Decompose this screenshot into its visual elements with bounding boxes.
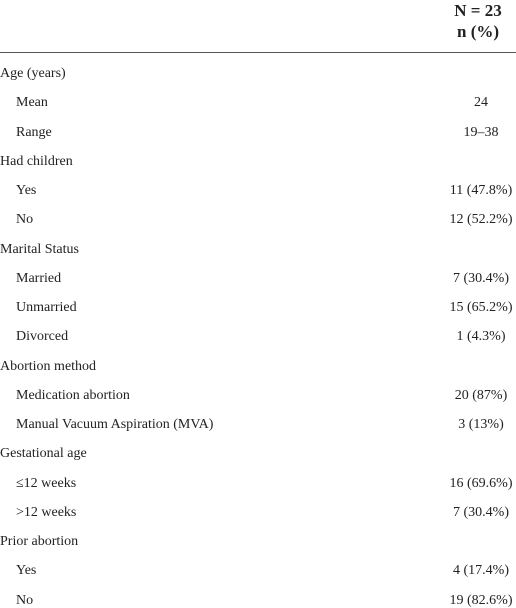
row-label: Yes xyxy=(16,563,37,579)
row-value: 12 (52.2%) xyxy=(449,212,513,228)
row-label: Divorced xyxy=(16,329,69,345)
row-label: Manual Vacuum Aspiration (MVA) xyxy=(16,417,214,432)
row-label: Married xyxy=(16,270,62,286)
row-value: 11 (47.8%) xyxy=(449,183,513,198)
group-label: Abortion method xyxy=(0,358,97,374)
row-value: 24 xyxy=(474,95,488,111)
row-label: Unmarried xyxy=(16,300,77,315)
row-label: No xyxy=(16,212,34,228)
group-label: Had children xyxy=(0,153,73,169)
row-value: 7 (30.4%) xyxy=(453,270,509,286)
row-label: Yes xyxy=(16,183,37,198)
row-label: Medication abortion xyxy=(16,387,130,403)
row-value: 1 (4.3%) xyxy=(456,329,506,345)
row-value: 15 (65.2%) xyxy=(449,300,513,315)
row-value: 4 (17.4%) xyxy=(453,563,509,579)
row-label: ≤12 weeks xyxy=(16,475,77,491)
group-label: Age (years) xyxy=(0,66,66,81)
header-rule xyxy=(0,52,516,53)
row-value: 16 (69.6%) xyxy=(449,475,513,491)
row-value: 19–38 xyxy=(463,124,499,140)
column-title: N = 23 xyxy=(454,1,502,20)
group-label: Marital Status xyxy=(0,241,79,257)
row-label: Range xyxy=(16,124,52,140)
row-value: 7 (30.4%) xyxy=(453,504,509,520)
row-label: No xyxy=(16,592,34,608)
row-label: Mean xyxy=(16,95,48,111)
row-value: 19 (82.6%) xyxy=(449,592,513,608)
row-label: >12 weeks xyxy=(16,504,77,520)
group-label: Prior abortion xyxy=(0,534,79,549)
group-label: Gestational age xyxy=(0,446,87,462)
row-value: 20 (87%) xyxy=(454,387,508,403)
column-subtitle: n (%) xyxy=(456,22,500,41)
row-value: 3 (13%) xyxy=(458,417,504,432)
